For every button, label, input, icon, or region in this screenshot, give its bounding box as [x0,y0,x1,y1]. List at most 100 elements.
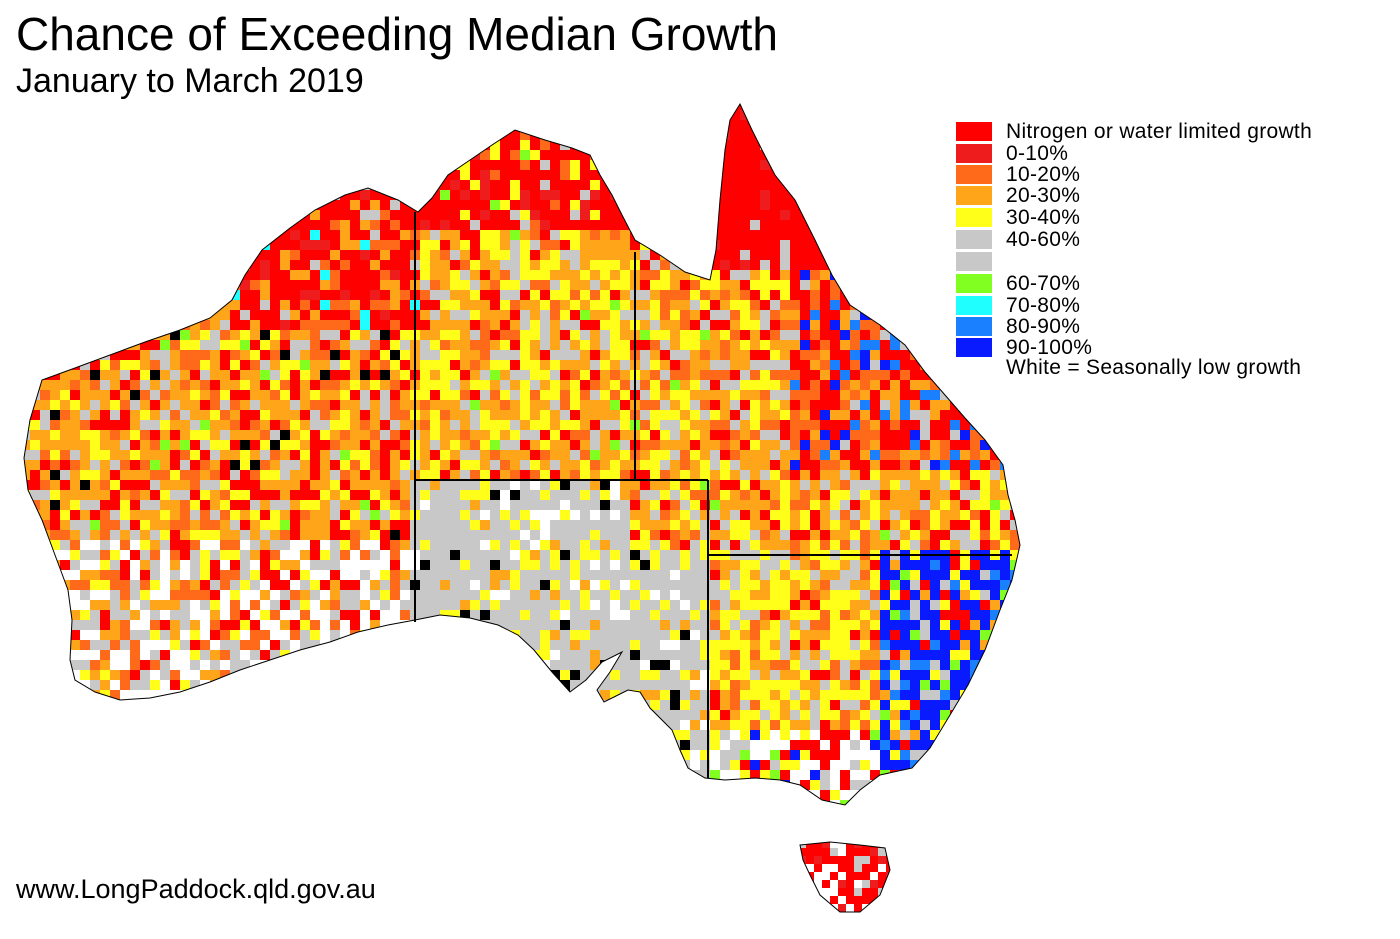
map-cell [250,310,260,320]
map-cell [360,590,370,600]
map-cell [180,400,190,410]
map-cell [860,490,870,500]
map-cell [270,550,280,560]
map-cell [690,130,700,140]
map-cell [940,570,950,580]
map-cell [210,540,220,550]
map-cell [480,130,490,140]
map-cell [800,280,810,290]
map-cell [830,310,840,320]
map-cell [540,370,550,380]
map-cell [240,120,250,130]
map-cell [160,440,170,450]
map-cell [860,410,870,420]
map-cell [210,570,220,580]
map-cell [780,270,790,280]
map-cell [440,470,450,480]
map-cell [590,570,600,580]
map-cell [460,530,470,540]
map-cell [260,270,270,280]
map-cell [910,230,920,240]
map-cell [170,260,180,270]
map-cell [580,270,590,280]
map-cell [980,560,990,570]
map-cell [860,570,870,580]
map-cell [80,220,90,230]
map-cell [500,210,510,220]
map-cell [150,420,160,430]
map-cell [520,440,530,450]
map-cell [120,460,130,470]
map-cell [520,104,530,110]
map-cell [420,300,430,310]
map-cell [200,410,210,420]
map-cell [140,470,150,480]
map-cell [920,330,930,340]
map-cell [370,110,380,120]
map-cell [650,240,660,250]
map-cell [24,380,30,390]
map-cell [600,150,610,160]
map-cell [170,240,180,250]
map-cell [360,550,370,560]
map-cell [670,400,680,410]
map-cell [680,290,690,300]
map-cell [570,250,580,260]
map-cell [930,390,940,400]
map-cell [610,360,620,370]
map-cell [370,220,380,230]
map-cell [830,160,840,170]
map-cell [690,520,700,530]
map-cell [350,500,360,510]
map-cell [440,120,450,130]
map-cell [960,490,970,500]
map-cell [470,330,480,340]
map-cell [270,590,280,600]
map-cell [110,104,120,110]
map-cell [70,150,80,160]
map-cell [530,570,540,580]
map-cell [640,580,650,590]
map-cell [750,440,760,450]
map-cell [860,260,870,270]
map-cell [880,210,890,220]
map-cell [160,310,170,320]
map-cell [980,430,990,440]
map-cell [280,270,290,280]
map-cell [820,130,830,140]
map-cell [370,360,380,370]
map-cell [370,440,380,450]
map-cell [640,510,650,520]
map-cell [560,330,570,340]
map-cell [850,120,860,130]
map-cell [370,430,380,440]
map-cell [180,560,190,570]
map-cell [320,430,330,440]
map-cell [380,490,390,500]
map-cell [870,400,880,410]
map-cell [500,180,510,190]
map-cell [440,560,450,570]
map-cell [580,540,590,550]
map-cell [290,570,300,580]
map-cell [80,160,90,170]
map-cell [210,160,220,170]
map-cell [570,480,580,490]
map-cell [380,240,390,250]
map-cell [760,300,770,310]
map-cell [1020,580,1030,590]
map-cell [840,420,850,430]
map-cell [530,150,540,160]
map-cell [490,170,500,180]
map-cell [60,190,70,200]
map-cell [660,490,670,500]
map-cell [670,530,680,540]
map-cell [250,370,260,380]
map-cell [110,270,120,280]
map-cell [540,440,550,450]
map-cell [700,350,710,360]
map-cell [70,500,80,510]
map-cell [730,104,740,110]
map-cell [980,500,990,510]
map-cell [980,110,990,120]
